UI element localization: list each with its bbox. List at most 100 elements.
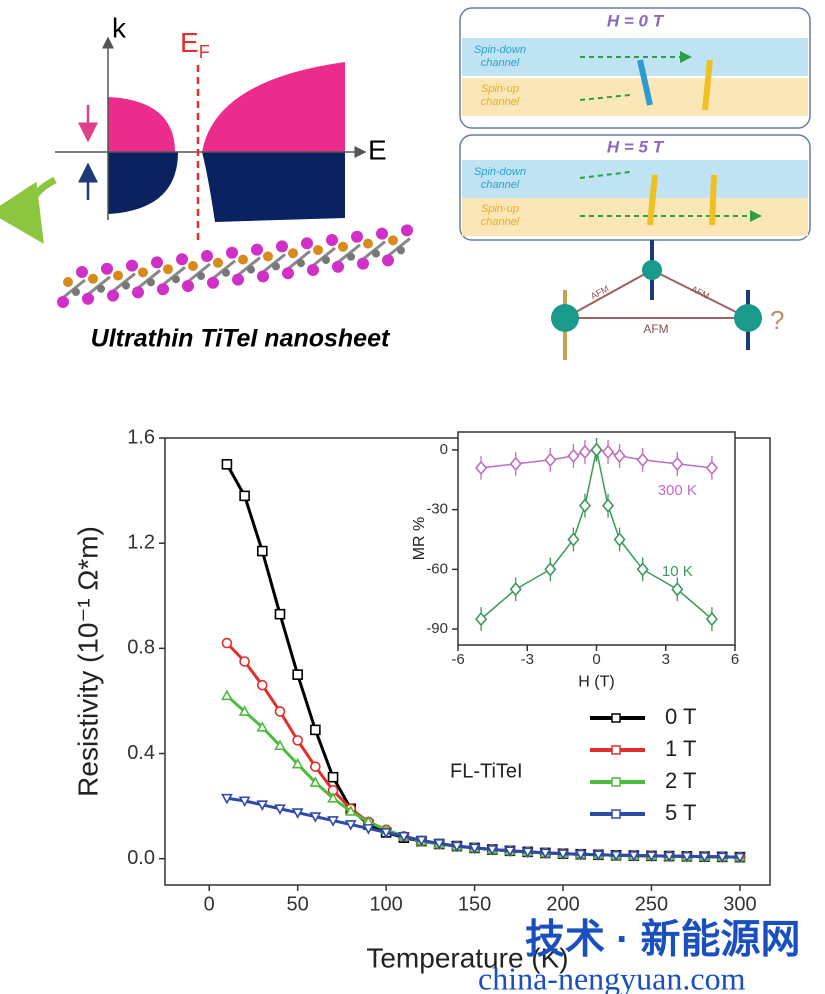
watermark: china-nengyuan.com [478,960,746,994]
ef-main: E [180,27,199,58]
marker [258,801,267,809]
atom [72,288,80,296]
ef-subscript: F [199,42,210,62]
marker [329,773,338,782]
atom [397,246,405,254]
atom [172,275,180,283]
series-label: 10 K [662,563,693,580]
marker [240,657,249,666]
spin-up-band-right [202,152,345,222]
marker [293,809,302,817]
y-axis-label: Resistivity (10⁻¹ Ω*m) [72,526,103,797]
legend-label: 5 T [665,800,696,825]
x-tick-label: 300 [723,893,756,915]
marker [364,825,373,833]
atom [97,285,105,293]
y-tick-label: 1.6 [127,426,155,448]
spin-up-band-left [108,152,178,214]
marker [240,491,249,500]
atom [338,242,348,252]
atom [313,245,323,255]
atom [642,260,662,280]
atom [347,253,355,261]
atom [163,264,173,274]
marker [275,805,284,813]
nanosheet [57,224,413,308]
atom [351,231,363,243]
legend-label: 1 T [665,736,696,761]
atom [363,239,373,249]
ef-label: EF [180,27,210,61]
marker [311,762,320,771]
atom [57,296,69,308]
atom [107,290,119,302]
figure: k E EF Ultrathin TiTeI nanosheet H = 0 T… [0,0,825,994]
marker [293,670,302,679]
atom [357,258,369,270]
spin-up-label: Spin-up [481,203,519,215]
atom [372,250,380,258]
marker [311,725,320,734]
atom [551,304,579,332]
panel-title: H = 5 T [607,137,665,156]
atom [138,267,148,277]
atom [297,259,305,267]
spin-schematic: H = 0 T Spin-down channel Spin-up channe… [460,8,810,360]
marker [346,821,355,829]
atom [388,235,398,245]
x-tick-label: 3 [662,651,670,668]
e-label: E [368,134,387,165]
atom [401,224,413,236]
marker [222,691,231,699]
legend-label: 2 T [665,768,696,793]
x-tick-label: 6 [731,651,739,668]
afm-bond [565,270,652,318]
atom [307,264,319,276]
marker [222,460,231,469]
marker [311,813,320,821]
atom [226,247,238,259]
atom [382,254,394,266]
series-line [227,798,740,857]
question-mark: ? [770,305,784,335]
marker [240,797,249,805]
x-tick-label: 150 [458,893,491,915]
marker [222,639,231,648]
atom [126,260,138,272]
annotation: FL-TiTeI [450,760,523,782]
atom [263,251,273,261]
atom [238,255,248,265]
atom [182,280,194,292]
x-tick-label: 50 [287,893,309,915]
atom [147,278,155,286]
panel-title: H = 0 T [607,11,665,30]
caption: Ultrathin TiTeI nanosheet [91,325,391,353]
spin-arrow [712,175,714,225]
atom [176,253,188,265]
marker [329,817,338,825]
y-tick-label: 1.2 [127,531,155,553]
legend-marker [612,778,620,786]
y-tick-label: 0.0 [127,847,155,869]
y-axis-label: MR % [411,517,428,561]
inset-background [458,432,735,645]
atom [213,258,223,268]
marker [293,736,302,745]
curved-arrow [30,180,55,238]
atom [63,277,73,287]
legend-marker [612,810,620,818]
atom [113,271,123,281]
atom [201,250,213,262]
marker [222,795,231,803]
atom [376,228,388,240]
atom [197,272,205,280]
spin-down-label: channel [481,57,520,69]
y-tick-label: -90 [426,620,448,637]
atom [88,274,98,284]
atom [82,293,94,305]
atom [188,261,198,271]
marker [258,547,267,556]
atom [251,244,263,256]
series-label: 300 K [658,482,697,499]
